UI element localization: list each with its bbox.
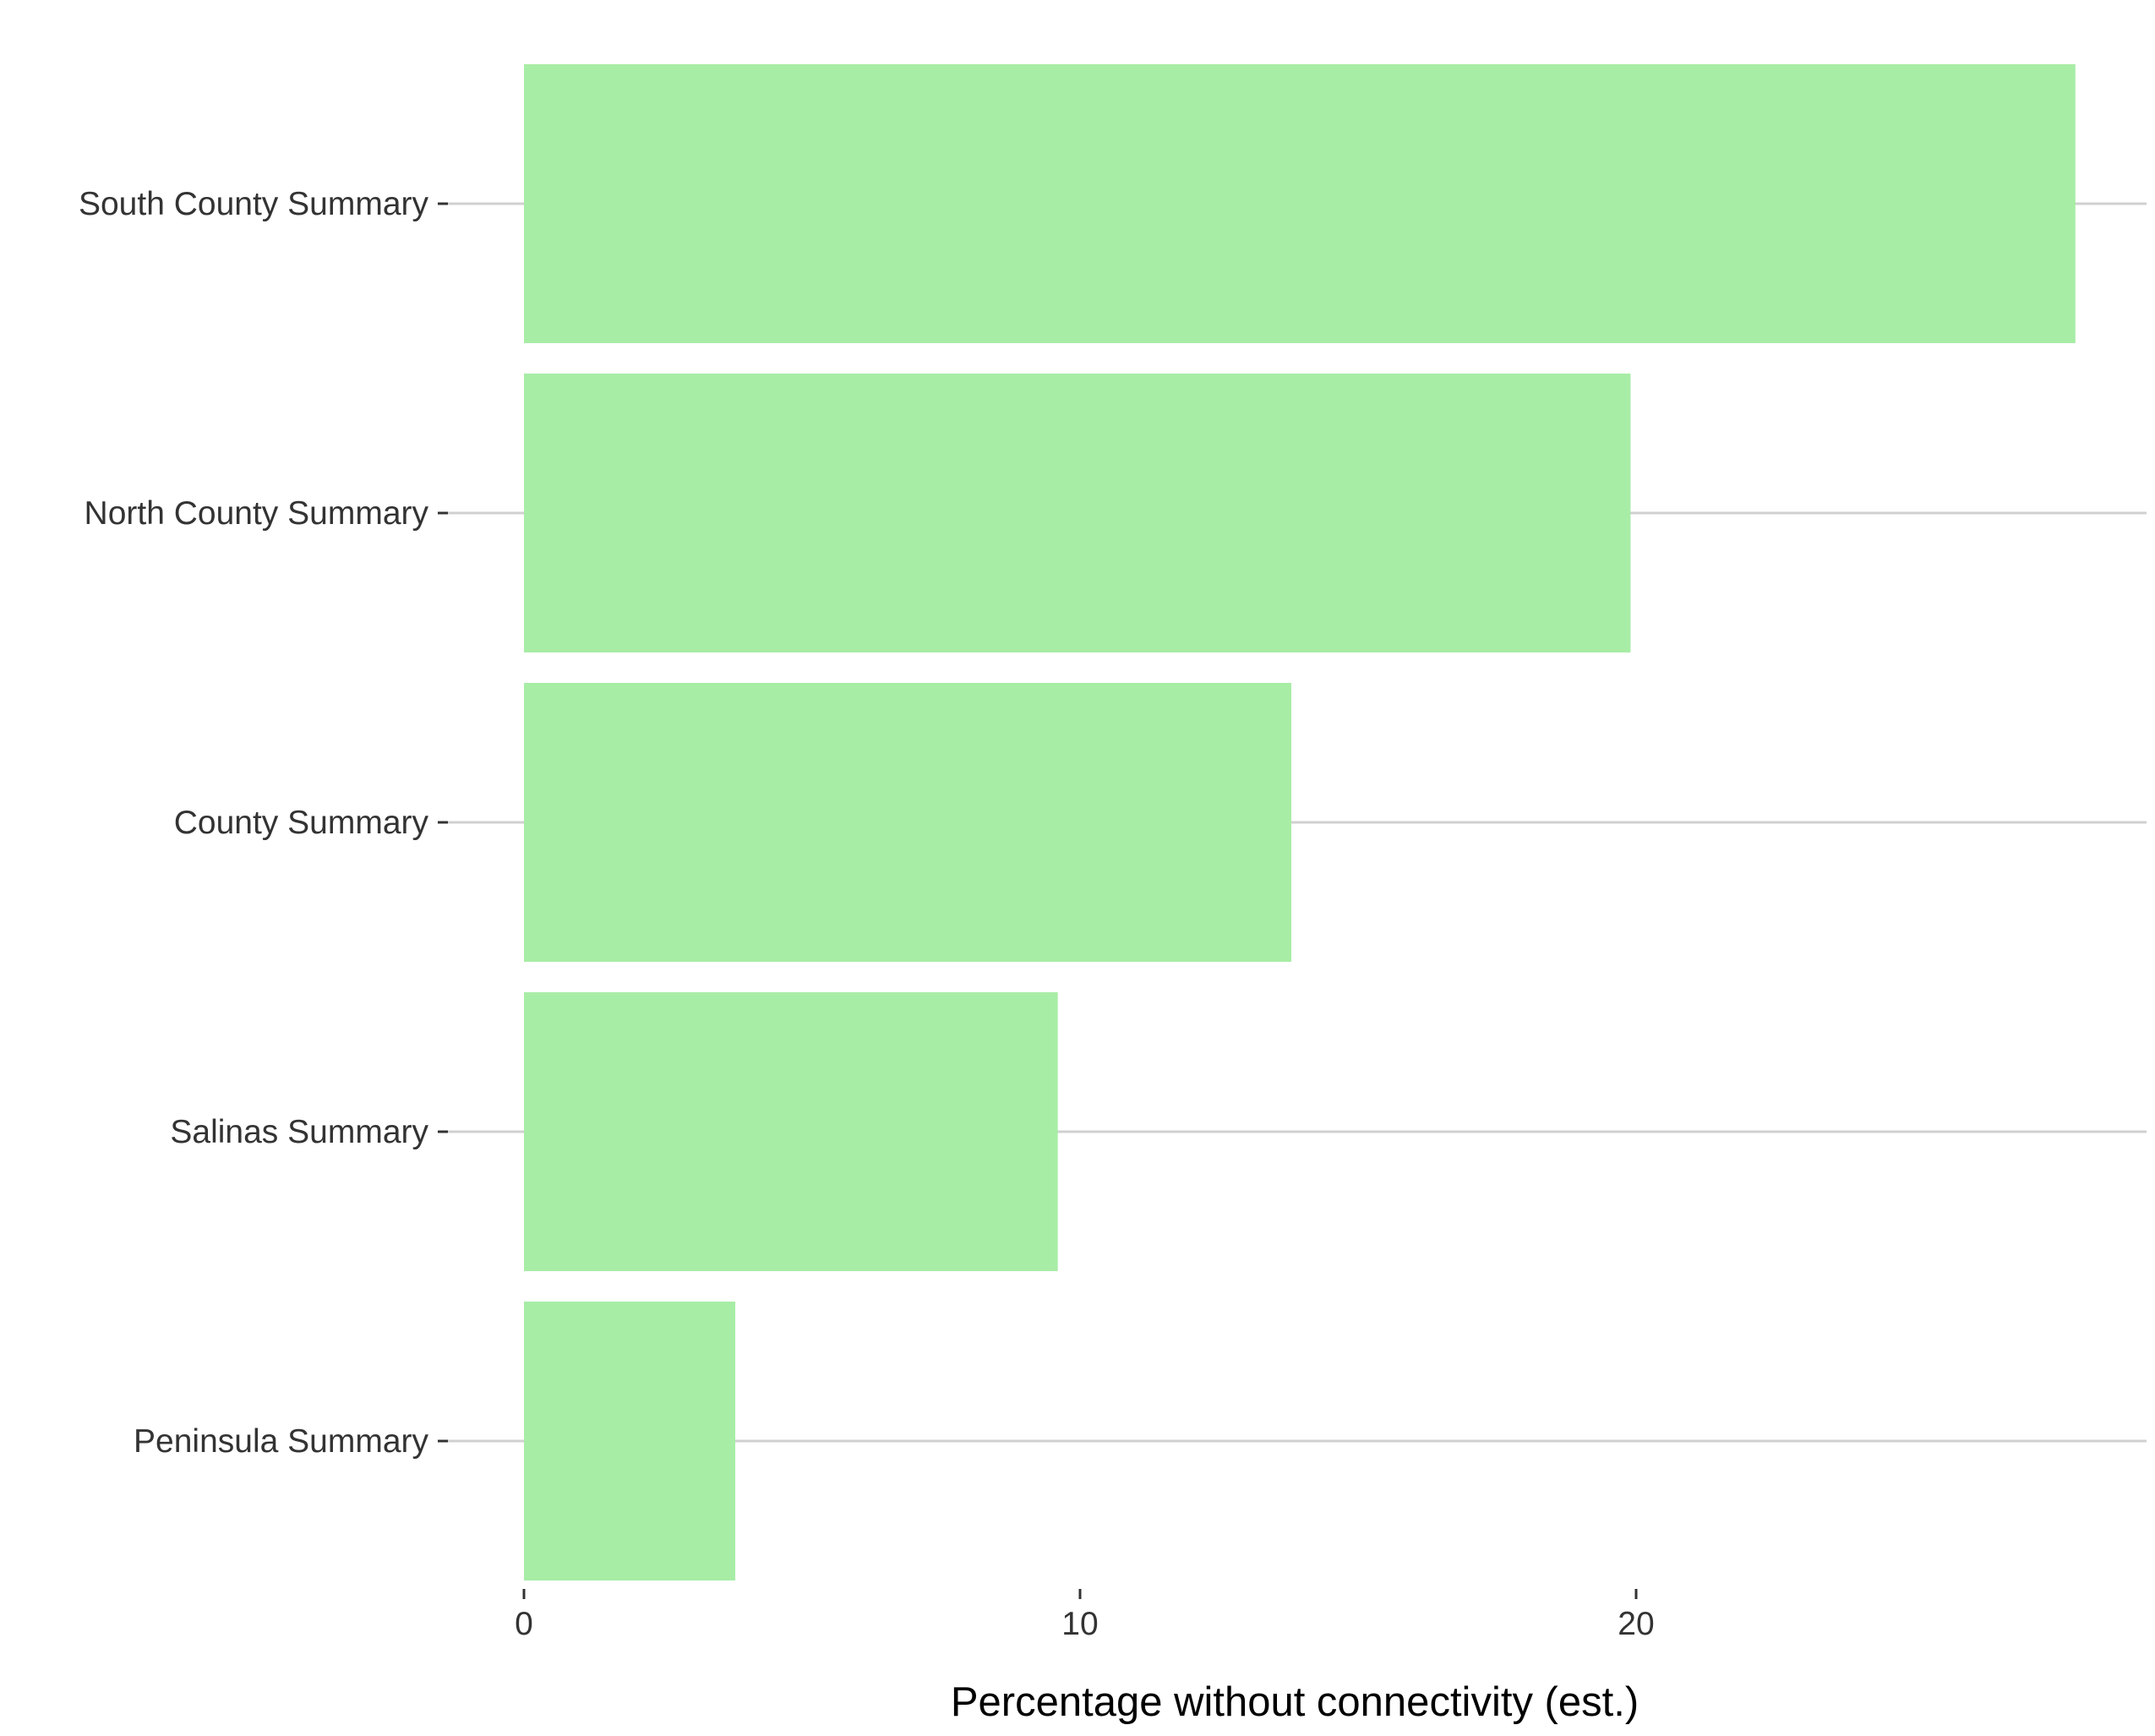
bar: [524, 374, 1631, 652]
x-axis: 0 10 20: [515, 1589, 1655, 1642]
bar: [524, 1302, 736, 1580]
y-tick-label: County Summary: [174, 805, 429, 841]
x-tick-label: 10: [1061, 1606, 1098, 1642]
x-axis-title: Percentage without connectivity (est.): [951, 1679, 1639, 1725]
bar: [524, 683, 1292, 962]
x-tick-label: 20: [1618, 1606, 1654, 1642]
bar: [524, 64, 2076, 343]
y-tick-label: Peninsula Summary: [134, 1423, 428, 1460]
x-tick-label: 0: [515, 1606, 533, 1642]
bar: [524, 992, 1058, 1271]
bars: [524, 64, 2076, 1580]
y-axis: South County Summary North County Summary…: [79, 186, 448, 1460]
y-tick-label: South County Summary: [79, 186, 429, 222]
y-tick-label: North County Summary: [85, 495, 429, 532]
y-tick-label: Salinas Summary: [170, 1114, 428, 1150]
